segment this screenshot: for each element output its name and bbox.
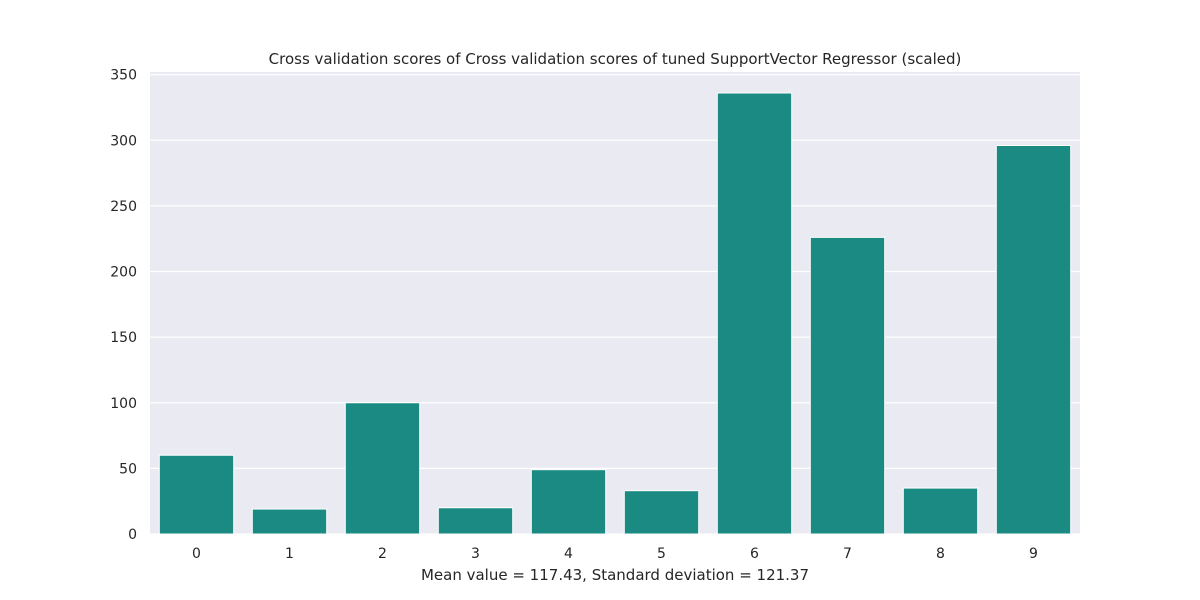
y-tick-label: 150: [110, 330, 137, 346]
chart-title: Cross validation scores of Cross validat…: [269, 50, 962, 68]
y-tick-label: 100: [110, 396, 137, 412]
bar-3: [437, 507, 514, 535]
y-tick-label: 300: [110, 133, 137, 149]
x-tick-label: 1: [285, 546, 294, 562]
x-tick-label: 3: [471, 546, 480, 562]
y-axis-ticks: 0 50 100 150 200 250 300 350: [110, 68, 137, 543]
x-tick-label: 7: [843, 546, 852, 562]
bar-8: [902, 487, 979, 535]
bar-9: [995, 145, 1072, 535]
bar-7: [809, 236, 886, 535]
bar-0: [158, 454, 235, 535]
bar-1: [251, 508, 328, 535]
y-tick-label: 350: [110, 68, 137, 84]
bar-5: [623, 490, 700, 535]
plot-area-background: [150, 72, 1080, 534]
bar-6: [716, 92, 793, 535]
y-tick-label: 250: [110, 199, 137, 215]
bar-4: [530, 469, 607, 535]
x-tick-label: 6: [750, 546, 759, 562]
x-tick-label: 0: [192, 546, 201, 562]
bars: [158, 92, 1072, 535]
x-tick-label: 8: [936, 546, 945, 562]
gridlines: [150, 74, 1080, 535]
x-tick-label: 2: [378, 546, 387, 562]
bar-2: [344, 402, 421, 535]
y-tick-label: 0: [128, 527, 137, 543]
y-tick-label: 50: [119, 461, 137, 477]
x-tick-label: 5: [657, 546, 666, 562]
x-tick-label: 9: [1029, 546, 1038, 562]
x-tick-label: 4: [564, 546, 573, 562]
y-tick-label: 200: [110, 265, 137, 281]
x-axis-label: Mean value = 117.43, Standard deviation …: [421, 566, 809, 584]
x-axis-ticks: 0 1 2 3 4 5 6 7 8 9: [192, 546, 1038, 562]
